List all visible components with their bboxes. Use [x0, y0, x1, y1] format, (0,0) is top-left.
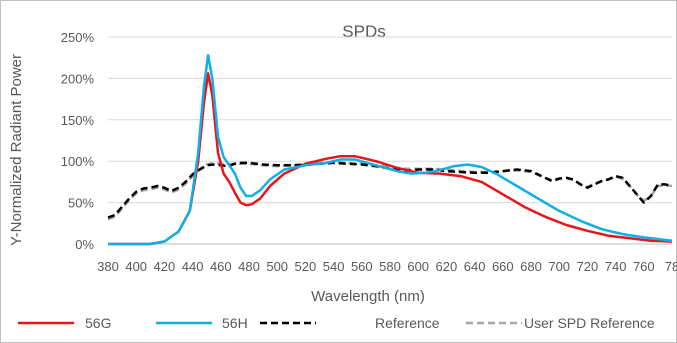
y-axis-label: Y-Normalized Radiant Power	[8, 54, 25, 246]
x-tick-label: 520	[295, 259, 317, 274]
x-tick-label: 500	[266, 259, 288, 274]
y-tick-label: 200%	[61, 71, 95, 86]
x-tick-label: 440	[182, 259, 204, 274]
legend: 56G 56H Reference User SPD Reference	[18, 315, 655, 331]
legend-label: 56H	[222, 315, 248, 331]
x-tick-label: 700	[548, 259, 570, 274]
x-tick-label: 78	[665, 259, 677, 274]
x-tick-label: 620	[436, 259, 458, 274]
y-tick-label: 0%	[75, 237, 94, 252]
x-tick-label: 400	[125, 259, 147, 274]
series-line-56g	[108, 72, 673, 246]
x-tick-label: 640	[464, 259, 486, 274]
x-tick-label: 560	[351, 259, 373, 274]
chart-title: SPDs	[342, 22, 385, 41]
x-axis-label: Wavelength (nm)	[311, 288, 425, 305]
legend-label: User SPD Reference	[524, 315, 655, 331]
series-layer	[107, 53, 673, 246]
y-tick-label: 100%	[61, 154, 95, 169]
x-tick-label: 480	[238, 259, 260, 274]
x-tick-label: 760	[633, 259, 655, 274]
x-tick-label: 660	[492, 259, 514, 274]
legend-label: Reference	[375, 315, 440, 331]
x-tick-labels: 380 400 420 440 460 480 500 520 540 560 580 600 620 6…	[97, 259, 677, 274]
series-line-56h	[108, 53, 673, 246]
legend-item: User SPD Reference	[466, 315, 655, 331]
grid-lines	[108, 36, 672, 245]
legend-item: 56G	[18, 315, 111, 331]
x-tick-label: 540	[323, 259, 345, 274]
x-tick-label: 680	[520, 259, 542, 274]
x-tick-label: 460	[210, 259, 232, 274]
x-tick-label: 380	[97, 259, 119, 274]
x-tick-label: 600	[407, 259, 429, 274]
x-tick-label: 420	[154, 259, 176, 274]
x-tick-label: 740	[605, 259, 627, 274]
legend-item: Reference	[260, 315, 440, 331]
x-tick-label: 580	[379, 259, 401, 274]
x-tick-label: 720	[577, 259, 599, 274]
y-tick-label: 50%	[68, 196, 94, 211]
legend-label: 56G	[85, 315, 111, 331]
y-tick-label: 150%	[61, 113, 95, 128]
y-tick-label: 250%	[61, 30, 95, 45]
y-tick-labels: 0% 50% 100% 150% 200% 250%	[61, 30, 95, 252]
legend-item: 56H	[156, 315, 248, 331]
